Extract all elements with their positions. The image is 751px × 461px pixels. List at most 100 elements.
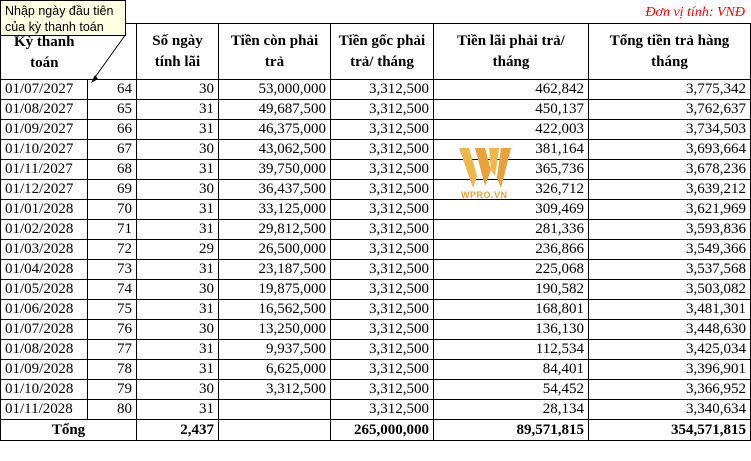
date-cell[interactable]: 01/04/2028	[0, 259, 88, 280]
days-cell[interactable]: 30	[136, 179, 219, 200]
remaining-cell[interactable]: 16,562,500	[218, 299, 331, 320]
date-cell[interactable]: 01/09/2028	[0, 359, 88, 380]
interest-cell[interactable]: 28,134	[433, 399, 589, 420]
principal-cell[interactable]: 3,312,500	[330, 219, 434, 240]
interest-cell[interactable]: 309,469	[433, 199, 589, 220]
interest-cell[interactable]: 450,137	[433, 99, 589, 120]
total-remaining-cell[interactable]	[218, 419, 331, 441]
total-cell[interactable]: 3,503,082	[588, 279, 751, 300]
interest-cell[interactable]: 236,866	[433, 239, 589, 260]
total-principal-cell[interactable]: 265,000,000	[330, 419, 434, 441]
index-cell[interactable]: 64	[87, 79, 137, 100]
date-cell[interactable]: 01/06/2028	[0, 299, 88, 320]
remaining-cell[interactable]: 49,687,500	[218, 99, 331, 120]
principal-cell[interactable]: 3,312,500	[330, 399, 434, 420]
total-cell[interactable]: 3,734,503	[588, 119, 751, 140]
remaining-cell[interactable]: 19,875,000	[218, 279, 331, 300]
date-cell[interactable]: 01/05/2028	[0, 279, 88, 300]
total-cell[interactable]: 3,366,952	[588, 379, 751, 400]
index-cell[interactable]: 70	[87, 199, 137, 220]
days-cell[interactable]: 30	[136, 79, 219, 100]
remaining-cell[interactable]: 3,312,500	[218, 379, 331, 400]
principal-cell[interactable]: 3,312,500	[330, 119, 434, 140]
date-cell[interactable]: 01/10/2028	[0, 379, 88, 400]
principal-cell[interactable]: 3,312,500	[330, 379, 434, 400]
principal-cell[interactable]: 3,312,500	[330, 99, 434, 120]
remaining-cell[interactable]: 43,062,500	[218, 139, 331, 160]
index-cell[interactable]: 73	[87, 259, 137, 280]
total-cell[interactable]: 3,396,901	[588, 359, 751, 380]
total-cell[interactable]: 3,762,637	[588, 99, 751, 120]
index-cell[interactable]: 77	[87, 339, 137, 360]
index-cell[interactable]: 68	[87, 159, 137, 180]
date-cell[interactable]: 01/02/2028	[0, 219, 88, 240]
header-tong-tien[interactable]: Tổng tiền trả hàng tháng	[588, 23, 751, 80]
interest-cell[interactable]: 462,842	[433, 79, 589, 100]
interest-cell[interactable]: 365,736	[433, 159, 589, 180]
days-cell[interactable]: 30	[136, 139, 219, 160]
principal-cell[interactable]: 3,312,500	[330, 259, 434, 280]
remaining-cell[interactable]	[218, 399, 331, 420]
days-cell[interactable]: 30	[136, 319, 219, 340]
total-cell[interactable]: 3,425,034	[588, 339, 751, 360]
days-cell[interactable]: 31	[136, 339, 219, 360]
remaining-cell[interactable]: 33,125,000	[218, 199, 331, 220]
interest-cell[interactable]: 168,801	[433, 299, 589, 320]
index-cell[interactable]: 69	[87, 179, 137, 200]
index-cell[interactable]: 75	[87, 299, 137, 320]
days-cell[interactable]: 31	[136, 359, 219, 380]
principal-cell[interactable]: 3,312,500	[330, 199, 434, 220]
interest-cell[interactable]: 84,401	[433, 359, 589, 380]
index-cell[interactable]: 65	[87, 99, 137, 120]
total-cell[interactable]: 3,693,664	[588, 139, 751, 160]
days-cell[interactable]: 31	[136, 119, 219, 140]
total-cell[interactable]: 3,639,212	[588, 179, 751, 200]
remaining-cell[interactable]: 26,500,000	[218, 239, 331, 260]
remaining-cell[interactable]: 6,625,000	[218, 359, 331, 380]
total-label-cell[interactable]: Tổng	[0, 419, 137, 441]
header-so-ngay[interactable]: Số ngày tính lãi	[136, 23, 219, 80]
index-cell[interactable]: 67	[87, 139, 137, 160]
principal-cell[interactable]: 3,312,500	[330, 339, 434, 360]
index-cell[interactable]: 72	[87, 239, 137, 260]
days-cell[interactable]: 29	[136, 239, 219, 260]
date-cell[interactable]: 01/07/2028	[0, 319, 88, 340]
index-cell[interactable]: 71	[87, 219, 137, 240]
interest-cell[interactable]: 422,003	[433, 119, 589, 140]
remaining-cell[interactable]: 53,000,000	[218, 79, 331, 100]
days-cell[interactable]: 31	[136, 299, 219, 320]
principal-cell[interactable]: 3,312,500	[330, 159, 434, 180]
total-cell[interactable]: 3,481,301	[588, 299, 751, 320]
interest-cell[interactable]: 225,068	[433, 259, 589, 280]
sheet-top-row[interactable]: Đơn vị tính: VNĐ	[0, 0, 751, 23]
total-days-cell[interactable]: 2,437	[136, 419, 219, 441]
interest-cell[interactable]: 381,164	[433, 139, 589, 160]
principal-cell[interactable]: 3,312,500	[330, 239, 434, 260]
days-cell[interactable]: 31	[136, 159, 219, 180]
days-cell[interactable]: 30	[136, 379, 219, 400]
remaining-cell[interactable]: 23,187,500	[218, 259, 331, 280]
days-cell[interactable]: 31	[136, 219, 219, 240]
days-cell[interactable]: 31	[136, 399, 219, 420]
index-cell[interactable]: 78	[87, 359, 137, 380]
date-cell[interactable]: 01/08/2028	[0, 339, 88, 360]
header-tien-goc[interactable]: Tiền gốc phải trả/ tháng	[330, 23, 434, 80]
header-tien-lai[interactable]: Tiền lãi phải trả/ tháng	[433, 23, 589, 80]
remaining-cell[interactable]: 36,437,500	[218, 179, 331, 200]
total-sum-cell[interactable]: 354,571,815	[588, 419, 751, 441]
interest-cell[interactable]: 190,582	[433, 279, 589, 300]
total-interest-cell[interactable]: 89,571,815	[433, 419, 589, 441]
remaining-cell[interactable]: 46,375,000	[218, 119, 331, 140]
interest-cell[interactable]: 54,452	[433, 379, 589, 400]
total-cell[interactable]: 3,621,969	[588, 199, 751, 220]
date-cell[interactable]: 01/10/2027	[0, 139, 88, 160]
index-cell[interactable]: 74	[87, 279, 137, 300]
interest-cell[interactable]: 326,712	[433, 179, 589, 200]
days-cell[interactable]: 31	[136, 259, 219, 280]
date-cell[interactable]: 01/12/2027	[0, 179, 88, 200]
date-cell[interactable]: 01/11/2027	[0, 159, 88, 180]
principal-cell[interactable]: 3,312,500	[330, 299, 434, 320]
total-cell[interactable]: 3,549,366	[588, 239, 751, 260]
total-cell[interactable]: 3,537,568	[588, 259, 751, 280]
remaining-cell[interactable]: 39,750,000	[218, 159, 331, 180]
